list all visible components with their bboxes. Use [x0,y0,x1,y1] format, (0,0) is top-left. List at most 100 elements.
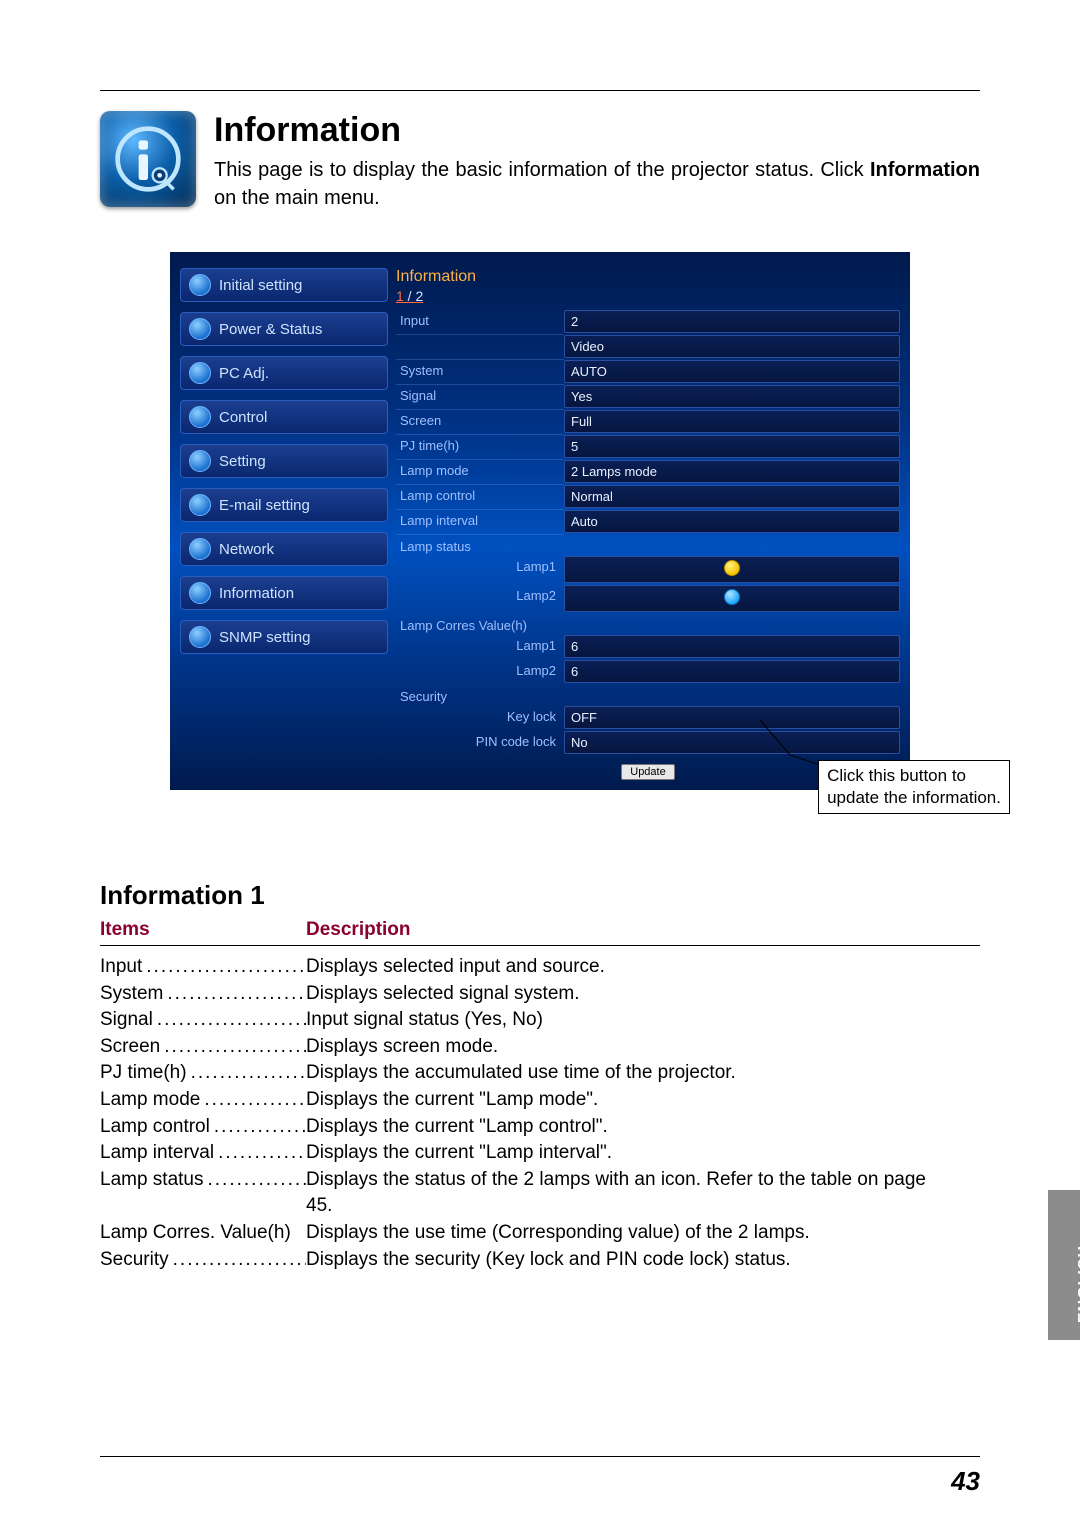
update-callout: Click this button to update the informat… [818,760,1010,814]
field-label [396,335,564,360]
nav-initial-setting[interactable]: Initial setting [180,268,388,302]
field-label: Screen [396,410,564,435]
nav-label: Network [219,541,274,558]
nav-icon [189,318,211,340]
security-name: Key lock [396,706,564,731]
field-label: Signal [396,385,564,410]
footer-rule [100,1456,980,1457]
item-description: Displays the current "Lamp control". [306,1114,980,1141]
page-title: Information [214,111,980,150]
security-value: No [564,731,900,754]
field-value: AUTO [564,360,900,383]
lamp-status-icon [724,560,740,576]
item-name: Lamp control [100,1114,306,1141]
lamp-status-value [564,585,900,612]
nav-icon [189,626,211,648]
information-section-icon [100,111,196,207]
field-label: System [396,360,564,385]
field-label: PJ time(h) [396,435,564,460]
nav-label: Control [219,409,267,426]
item-name: Lamp interval [100,1140,306,1167]
field-label: Lamp control [396,485,564,510]
info-table-heading: Information 1 [100,880,980,911]
security-value: OFF [564,706,900,729]
pager[interactable]: 1 / 2 [396,288,423,304]
item-name: Lamp Corres. Value(h) [100,1220,306,1247]
nav-label: SNMP setting [219,629,310,646]
field-label: Lamp mode [396,460,564,485]
nav-label: Power & Status [219,321,322,338]
field-label: Input [396,310,564,335]
nav-setting[interactable]: Setting [180,444,388,478]
projector-ui-screenshot: Initial setting Power & Status PC Adj. Cont… [170,252,910,790]
item-description: Input signal status (Yes, No) [306,1007,980,1034]
lamp-status-icon [724,589,740,605]
nav-network[interactable]: Network [180,532,388,566]
item-description: Displays the status of the 2 lamps with … [306,1167,980,1194]
item-name: PJ time(h) [100,1060,306,1087]
item-description: Displays the use time (Corresponding val… [306,1220,980,1247]
item-name: Security [100,1247,306,1274]
nav-power-status[interactable]: Power & Status [180,312,388,346]
nav-snmp-setting[interactable]: SNMP setting [180,620,388,654]
item-name: Screen [100,1034,306,1061]
nav-label: PC Adj. [219,365,269,382]
item-description: Displays the accumulated use time of the… [306,1060,980,1087]
field-value: Full [564,410,900,433]
intro-paragraph: This page is to display the basic inform… [214,156,980,212]
field-label: Lamp interval [396,510,564,535]
screenshot-title: Information [396,268,900,286]
nav-e-mail-setting[interactable]: E-mail setting [180,488,388,522]
nav-icon [189,274,211,296]
item-name: System [100,981,306,1008]
field-value: 5 [564,435,900,458]
page-number: 43 [951,1466,980,1497]
item-description: Displays selected signal system. [306,981,980,1008]
lamp-corres-label: Lamp Corres Value(h) [396,614,900,635]
nav-control[interactable]: Control [180,400,388,434]
security-label: Security [396,685,900,706]
item-name: Lamp mode [100,1087,306,1114]
nav-icon [189,582,211,604]
nav-information[interactable]: Information [180,576,388,610]
item-description: Displays screen mode. [306,1034,980,1061]
field-value: Yes [564,385,900,408]
items-rule [100,945,980,946]
field-value: Normal [564,485,900,508]
field-value: 2 [564,310,900,333]
col-header-items: Items [100,919,306,941]
nav-icon [189,538,211,560]
item-name: Lamp status [100,1167,306,1194]
item-description-cont: 45. [100,1193,980,1220]
lamp-name: Lamp1 [396,556,564,585]
lamp-status-value [564,556,900,583]
callout-connector [750,720,820,770]
lamp-corres-name: Lamp1 [396,635,564,660]
col-header-description: Description [306,919,980,941]
lamp-corres-value: 6 [564,635,900,658]
nav-label: Initial setting [219,277,302,294]
item-description: Displays selected input and source. [306,954,980,981]
nav-label: Information [219,585,294,602]
field-value: Video [564,335,900,358]
item-name: Input [100,954,306,981]
update-button[interactable]: Update [621,764,674,780]
field-value: 2 Lamps mode [564,460,900,483]
nav-icon [189,494,211,516]
lamp-corres-value: 6 [564,660,900,683]
field-value: Auto [564,510,900,533]
lamp-corres-name: Lamp2 [396,660,564,685]
lamp-name: Lamp2 [396,585,564,614]
nav-label: Setting [219,453,266,470]
item-description: Displays the security (Key lock and PIN … [306,1247,980,1274]
header-rule [100,90,980,91]
nav-label: E-mail setting [219,497,310,514]
nav-pc-adj-[interactable]: PC Adj. [180,356,388,390]
nav-icon [189,450,211,472]
item-description: Displays the current "Lamp mode". [306,1087,980,1114]
item-description: Displays the current "Lamp interval". [306,1140,980,1167]
nav-icon [189,406,211,428]
security-name: PIN code lock [396,731,564,756]
item-name: Signal [100,1007,306,1034]
language-side-tab-label: ENGLISH [1076,1245,1080,1323]
